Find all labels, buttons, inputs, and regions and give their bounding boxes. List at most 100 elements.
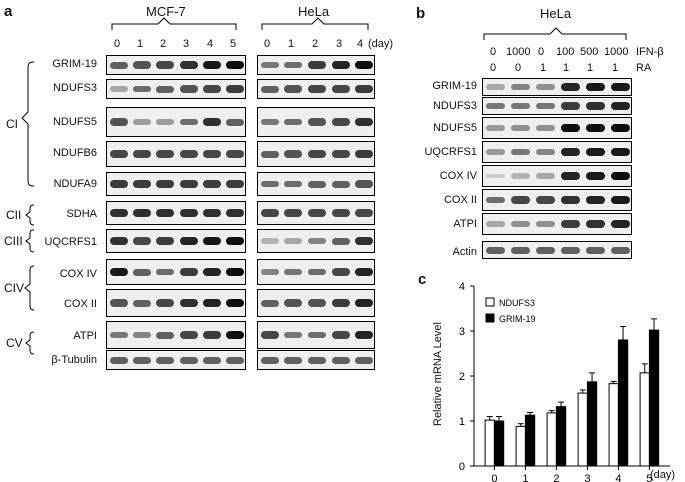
x-tick-label: 1 [522, 473, 528, 482]
blot-band [331, 60, 350, 70]
protein-label-ndufs3-b: NDUFS3 [432, 100, 477, 112]
panel-a-letter: a [4, 3, 13, 20]
blot-band [179, 118, 198, 126]
ifn-value-1: 1000 [506, 46, 531, 58]
blot-band [536, 196, 555, 204]
protein-label-atpi-b: ATPI [453, 218, 477, 230]
blot-band [179, 299, 198, 307]
blot-band [156, 356, 175, 364]
x-tick-label: 4 [615, 473, 621, 482]
blot-band [586, 82, 605, 92]
blot-band [203, 118, 221, 126]
hela-label-b: HeLa [540, 6, 572, 21]
blot-mcf7-coxii [106, 289, 246, 317]
blot-band [536, 102, 555, 110]
blot-band [179, 268, 198, 276]
ifn-value-0: 0 [490, 46, 497, 58]
blot-hela-uqcrfs1 [257, 229, 375, 253]
blot-band [284, 356, 303, 364]
ra-value-2: 1 [540, 62, 547, 74]
bar-grim-19 [586, 381, 598, 467]
blot-b-grim19 [482, 78, 632, 96]
blot-band [561, 196, 580, 204]
blot-band [331, 299, 350, 307]
blot-band [308, 237, 326, 245]
blot-band [586, 171, 605, 181]
blot-band [179, 331, 198, 339]
blot-band [511, 125, 530, 131]
ifn-value-2: 0 [538, 46, 545, 58]
blot-band [226, 267, 245, 277]
blot-band [109, 356, 128, 364]
blot-band [179, 356, 198, 364]
blot-band [156, 180, 175, 188]
blot-band [156, 237, 175, 245]
blot-band [308, 331, 326, 339]
blot-band [203, 85, 221, 93]
blot-band [203, 298, 221, 308]
blot-band [611, 246, 630, 254]
blot-band [561, 220, 580, 228]
blot-band [486, 196, 505, 204]
blot-band [355, 237, 374, 245]
blot-band [179, 61, 198, 69]
blot-band [109, 86, 128, 92]
blot-band [486, 84, 505, 90]
x-tick-label: 0 [491, 473, 497, 482]
blot-band [586, 195, 605, 205]
chart-ylabel: Relative mRNA Level [432, 322, 444, 426]
blot-band [156, 61, 175, 69]
blot-band [133, 150, 151, 158]
blot-band [156, 119, 175, 125]
mcf7-day-1: 1 [137, 38, 144, 50]
protein-label-ndufs5-a: NDUFS5 [52, 116, 97, 128]
blot-band [179, 150, 198, 158]
ifn-value-3: 100 [556, 46, 575, 58]
blot-band [308, 180, 326, 188]
blot-band [226, 330, 245, 340]
blot-band [260, 356, 279, 364]
blot-band [260, 331, 279, 339]
blot-band [260, 209, 279, 217]
x-tick-label: 2 [553, 473, 559, 482]
blot-band [226, 150, 245, 158]
blot-band [611, 195, 630, 205]
blot-band [226, 236, 245, 246]
blot-hela-ndufa9 [257, 172, 375, 196]
blot-hela-ndufs3 [257, 79, 375, 99]
blot-band [355, 356, 374, 364]
bar-grim-19 [648, 329, 660, 467]
blot-hela-ndufs5 [257, 107, 375, 137]
blot-band [331, 331, 350, 339]
blot-band [308, 268, 326, 276]
blot-band [355, 150, 374, 158]
blot-band [355, 330, 374, 340]
bar-ndufs3 [639, 372, 650, 467]
blot-band [284, 61, 303, 69]
blot-band [308, 85, 326, 93]
protein-label-actin-b: Actin [452, 246, 477, 258]
blot-band [536, 173, 555, 179]
blot-band [203, 209, 221, 217]
blot-band [179, 85, 198, 93]
y-tick-label: 0 [459, 461, 465, 473]
blot-band [260, 150, 279, 158]
blot-band [586, 123, 605, 133]
legend-label: NDUFS3 [499, 298, 535, 308]
blot-band [511, 221, 530, 227]
blot-band [203, 331, 221, 339]
protein-label-grim19-b: GRIM-19 [432, 80, 477, 92]
hela-day-0: 0 [264, 38, 271, 50]
blot-band [611, 171, 630, 181]
blot-hela-coxiv [257, 259, 375, 285]
blot-band [179, 180, 198, 188]
y-tick-label: 1 [459, 416, 465, 428]
blot-band [355, 298, 374, 308]
blot-band [203, 356, 221, 364]
blot-band [536, 221, 555, 227]
hela-day-4: 4 [357, 38, 364, 50]
blot-band [331, 268, 350, 276]
blot-band [109, 180, 128, 188]
blot-band [486, 125, 505, 131]
blot-band [109, 331, 128, 339]
